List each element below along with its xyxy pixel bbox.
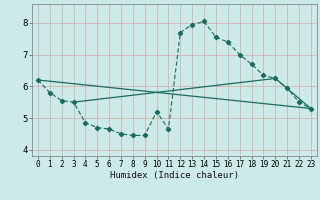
X-axis label: Humidex (Indice chaleur): Humidex (Indice chaleur): [110, 171, 239, 180]
